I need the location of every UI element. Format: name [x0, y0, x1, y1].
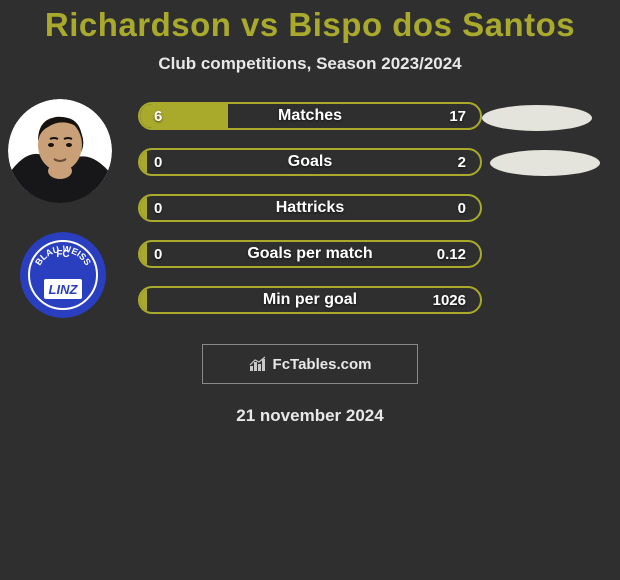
- stat-bar-fill: [140, 288, 147, 312]
- stat-bar-fill: [140, 150, 147, 174]
- brand-text: FcTables.com: [273, 356, 372, 373]
- player-photo: [8, 99, 112, 203]
- stat-left-value: 0: [154, 242, 162, 266]
- stats-area: FC BLAU WEISS LINZ 617Matches02Goals00Ha…: [0, 102, 620, 322]
- stat-bars: 617Matches02Goals00Hattricks00.12Goals p…: [138, 102, 482, 332]
- stat-bar: 617Matches: [138, 102, 482, 130]
- stat-label: Goals: [140, 150, 480, 174]
- bar-chart-icon: [249, 356, 267, 372]
- stat-bar: 1026Min per goal: [138, 286, 482, 314]
- stat-left-value: 0: [154, 150, 162, 174]
- badge-bottom-text: LINZ: [49, 282, 79, 297]
- decor-ellipse-2: [490, 150, 600, 176]
- stat-left-value: 0: [154, 196, 162, 220]
- stat-right-value: 17: [449, 104, 466, 128]
- stat-bar-fill: [140, 196, 147, 220]
- subtitle: Club competitions, Season 2023/2024: [0, 54, 620, 74]
- stat-right-value: 0.12: [437, 242, 466, 266]
- stat-right-value: 2: [458, 150, 466, 174]
- decor-ellipse-1: [482, 105, 592, 131]
- stat-bar-fill: [140, 104, 228, 128]
- stat-label: Goals per match: [140, 242, 480, 266]
- stat-bar: 0 0.12Goals per match: [138, 240, 482, 268]
- club-badge: FC BLAU WEISS LINZ: [20, 232, 106, 318]
- stat-bar: 0 2Goals: [138, 148, 482, 176]
- stat-right-value: 1026: [433, 288, 466, 312]
- stat-label: Hattricks: [140, 196, 480, 220]
- stat-label: Min per goal: [140, 288, 480, 312]
- club-badge-icon: FC BLAU WEISS LINZ: [20, 232, 106, 318]
- brand-box: FcTables.com: [202, 344, 418, 384]
- avatar-icon: [8, 99, 112, 203]
- stat-bar: 0 0Hattricks: [138, 194, 482, 222]
- stat-bar-fill: [140, 242, 147, 266]
- comparison-card: Richardson vs Bispo dos Santos Club comp…: [0, 0, 620, 580]
- page-title: Richardson vs Bispo dos Santos: [0, 6, 620, 44]
- date-text: 21 november 2024: [0, 406, 620, 426]
- stat-right-value: 0: [458, 196, 466, 220]
